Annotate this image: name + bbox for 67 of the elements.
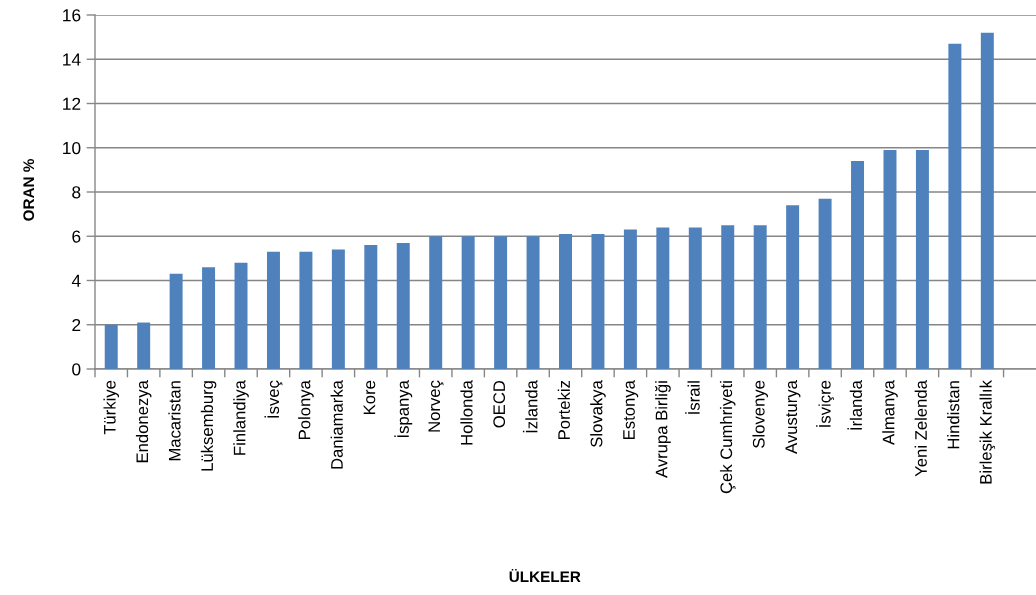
y-tick-label: 14 — [63, 53, 81, 66]
y-tick-label: 6 — [72, 230, 81, 243]
bar — [526, 236, 540, 369]
bar — [202, 267, 216, 369]
bar — [656, 227, 670, 369]
bar — [169, 273, 183, 369]
x-tick-label: Slovakya — [590, 380, 606, 447]
x-tick-label: Estonya — [623, 380, 639, 439]
bar — [818, 198, 832, 369]
x-tick-label: Birleşik Krallık — [979, 380, 996, 484]
bar — [137, 322, 151, 369]
x-tick-label: Hollonda — [460, 380, 473, 445]
x-tick-label: Slovenye — [752, 380, 768, 448]
y-axis-title: ORAN % — [23, 159, 35, 221]
y-tick-label: 2 — [72, 318, 81, 332]
x-tick-label: Hindistan — [947, 381, 960, 449]
bar — [396, 242, 410, 369]
y-tick-label: 10 — [63, 141, 81, 155]
x-tick-label: Polonya — [298, 380, 314, 439]
bar — [494, 236, 508, 369]
bar — [688, 227, 702, 369]
bar — [721, 225, 735, 369]
x-tick-label: İsveç — [264, 380, 283, 418]
x-tick-label: Avrupa Birliği — [654, 381, 671, 478]
x-tick-label: Kore — [363, 380, 376, 414]
bar — [364, 245, 378, 369]
bar — [104, 324, 118, 369]
x-tick-label: Macaristan — [168, 381, 181, 461]
x-tick-label: İsrail — [685, 381, 700, 414]
bar — [753, 225, 767, 369]
bar — [234, 262, 248, 369]
bar — [980, 32, 994, 369]
x-tick-label: Avusturya — [785, 380, 801, 454]
bar — [591, 234, 605, 369]
x-tick-label: İsviçre — [816, 380, 835, 427]
y-tick-label: 16 — [63, 9, 81, 22]
bar — [559, 234, 572, 369]
bar — [883, 149, 897, 369]
x-tick-label: Türkiye — [103, 380, 119, 435]
x-tick-label: Yeni Zelenda — [914, 380, 927, 477]
x-tick-label: İrlanda — [847, 380, 863, 430]
bar — [948, 43, 962, 369]
x-tick-label: İspanya — [394, 380, 413, 437]
bar — [623, 229, 637, 369]
bar — [299, 251, 313, 369]
x-tick-label: Finlandiya — [233, 380, 249, 455]
x-tick-label: İzlanda — [522, 380, 538, 433]
y-tick-label: 8 — [72, 186, 81, 199]
y-tick-label: 12 — [63, 97, 81, 110]
x-tick-label: Norveç — [428, 380, 444, 432]
x-tick-label: OECD — [493, 380, 506, 428]
bar — [786, 205, 800, 369]
bar — [429, 236, 443, 369]
bar — [266, 251, 280, 369]
bar — [851, 161, 865, 369]
x-tick-label: Portekiz — [557, 380, 570, 439]
x-tick-label: Daniamarka — [330, 380, 343, 469]
bar — [915, 149, 929, 369]
y-tick-label: 0 — [72, 363, 81, 376]
x-tick-label: Endonezya — [135, 380, 152, 463]
x-tick-label: Çek Cumhriyeti — [719, 381, 736, 494]
bar — [461, 236, 475, 369]
bar — [331, 249, 345, 369]
x-tick-label: Lüksemburg — [200, 381, 217, 471]
y-tick-label: 4 — [71, 274, 81, 287]
x-tick-label: Almanya — [882, 380, 898, 445]
x-axis-title: ÜLKELER — [509, 568, 581, 583]
